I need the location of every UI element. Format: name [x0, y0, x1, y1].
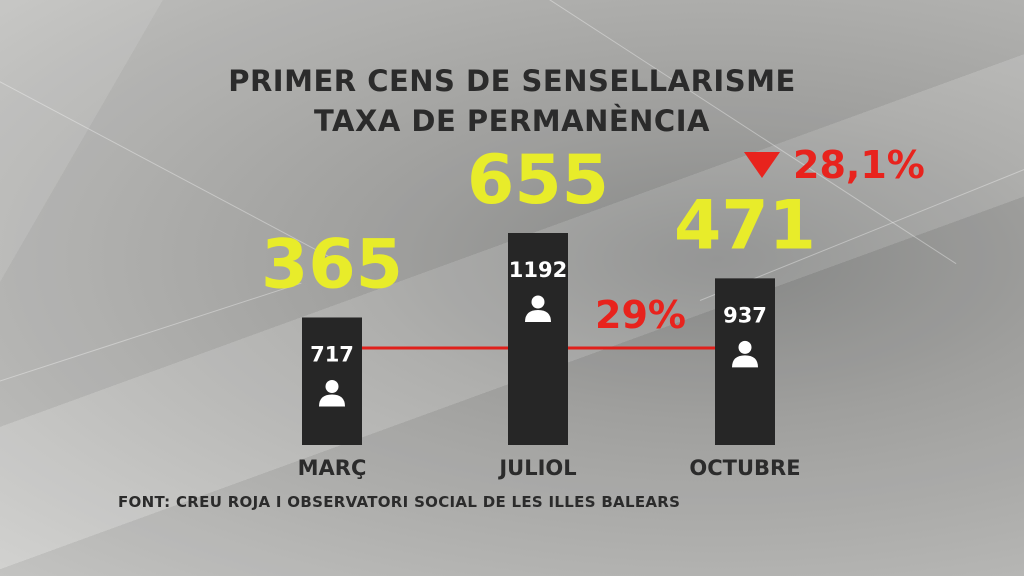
category-label: JULIOL — [497, 456, 576, 480]
down-triangle-icon — [744, 152, 780, 178]
decline-annotation: 28,1% — [793, 143, 925, 187]
person-icon — [319, 379, 345, 407]
category-label: OCTUBRE — [689, 456, 800, 480]
bar-count-label: 1192 — [509, 258, 567, 282]
highlight-value-label: 365 — [261, 225, 403, 304]
chart-title-line-1: PRIMER CENS DE SENSELLARISME — [228, 64, 796, 98]
person-icon — [732, 340, 758, 368]
bar-1 — [508, 233, 568, 445]
person-icon — [525, 295, 551, 322]
percent-annotation: 29% — [595, 293, 686, 337]
highlight-value-label: 471 — [674, 186, 816, 265]
bar-count-label: 937 — [723, 303, 767, 327]
chart-title-line-2: TAXA DE PERMANÈNCIA — [314, 104, 710, 138]
bar-count-label: 717 — [310, 342, 354, 366]
highlight-value-label: 655 — [467, 141, 609, 220]
category-label: MARÇ — [298, 456, 367, 480]
source-note: FONT: CREU ROJA I OBSERVATORI SOCIAL DE … — [118, 493, 681, 511]
